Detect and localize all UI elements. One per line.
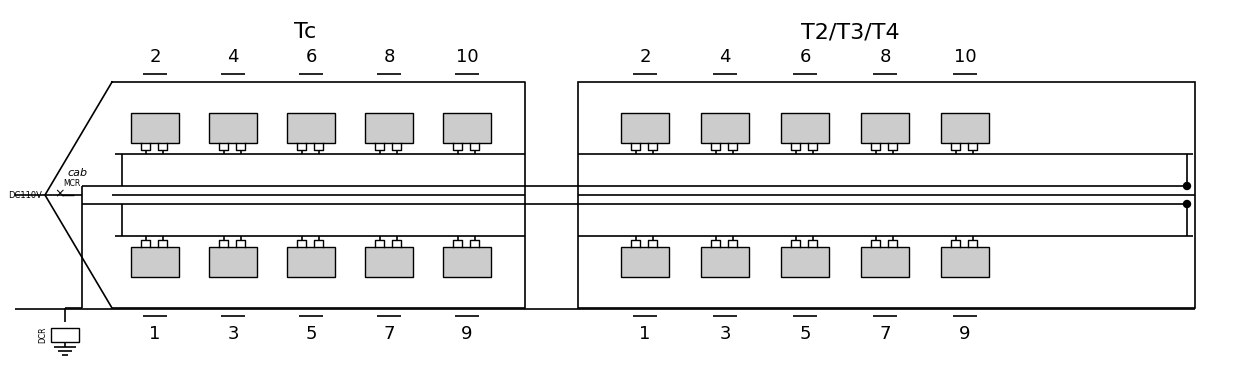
Text: DC110V: DC110V <box>7 190 42 200</box>
Text: 1: 1 <box>150 325 161 343</box>
Bar <box>209 247 256 277</box>
Bar <box>861 247 909 277</box>
Bar <box>287 247 335 277</box>
Bar <box>366 113 413 143</box>
Text: T2/T3/T4: T2/T3/T4 <box>800 22 900 42</box>
Text: LDCU: LDCU <box>377 257 400 267</box>
Text: MDCU: MDCU <box>633 257 657 267</box>
Text: LDCU: LDCU <box>873 123 897 133</box>
Text: MDCU: MDCU <box>144 123 167 133</box>
Text: 7: 7 <box>880 325 891 343</box>
Text: MCR: MCR <box>63 179 81 188</box>
Bar <box>621 113 669 143</box>
Text: LDCU: LDCU <box>377 123 400 133</box>
Text: 8: 8 <box>383 48 395 66</box>
Text: LDCU: LDCU <box>953 123 976 133</box>
Text: MDCU: MDCU <box>144 257 167 267</box>
Text: DCR: DCR <box>38 327 47 343</box>
Circle shape <box>1183 183 1191 190</box>
Text: LDCU: LDCU <box>793 257 817 267</box>
Text: 3: 3 <box>720 325 731 343</box>
Text: LDCU: LDCU <box>873 257 897 267</box>
Text: LDCU: LDCU <box>300 123 322 133</box>
Bar <box>287 113 335 143</box>
Text: 5: 5 <box>305 325 317 343</box>
Bar <box>131 247 178 277</box>
Text: 1: 1 <box>639 325 650 343</box>
Bar <box>51 328 79 342</box>
Bar <box>940 247 989 277</box>
Bar <box>701 247 750 277</box>
Text: 8: 8 <box>880 48 891 66</box>
Bar <box>781 247 829 277</box>
Text: LDCU: LDCU <box>222 123 245 133</box>
Bar <box>444 247 491 277</box>
Text: 9: 9 <box>461 325 473 343</box>
Bar <box>701 113 750 143</box>
Circle shape <box>1183 200 1191 207</box>
Bar <box>131 113 178 143</box>
Bar <box>621 247 669 277</box>
Bar <box>940 113 989 143</box>
Text: 9: 9 <box>959 325 970 343</box>
Text: 4: 4 <box>720 48 731 66</box>
Text: LDCU: LDCU <box>714 257 737 267</box>
Bar <box>861 113 909 143</box>
Text: 6: 6 <box>305 48 317 66</box>
Bar <box>579 82 1194 308</box>
Text: 4: 4 <box>227 48 239 66</box>
Text: 10: 10 <box>456 48 478 66</box>
Text: 3: 3 <box>227 325 239 343</box>
Text: ×: × <box>55 188 66 200</box>
Text: 5: 5 <box>799 325 810 343</box>
Text: LDCU: LDCU <box>455 257 478 267</box>
Text: 6: 6 <box>799 48 810 66</box>
Text: 2: 2 <box>639 48 650 66</box>
Text: LDCU: LDCU <box>455 123 478 133</box>
Text: 10: 10 <box>954 48 976 66</box>
Bar <box>209 113 256 143</box>
Text: 2: 2 <box>149 48 161 66</box>
Text: LDCU: LDCU <box>222 257 245 267</box>
Bar <box>366 247 413 277</box>
Text: cab: cab <box>68 168 88 178</box>
Text: LDCU: LDCU <box>300 257 322 267</box>
Text: LDCU: LDCU <box>793 123 817 133</box>
Text: LDCU: LDCU <box>953 257 976 267</box>
Text: MDCU: MDCU <box>633 123 657 133</box>
Text: LDCU: LDCU <box>714 123 737 133</box>
Text: Tc: Tc <box>294 22 316 42</box>
Text: 7: 7 <box>383 325 395 343</box>
Bar <box>781 113 829 143</box>
Bar <box>444 113 491 143</box>
